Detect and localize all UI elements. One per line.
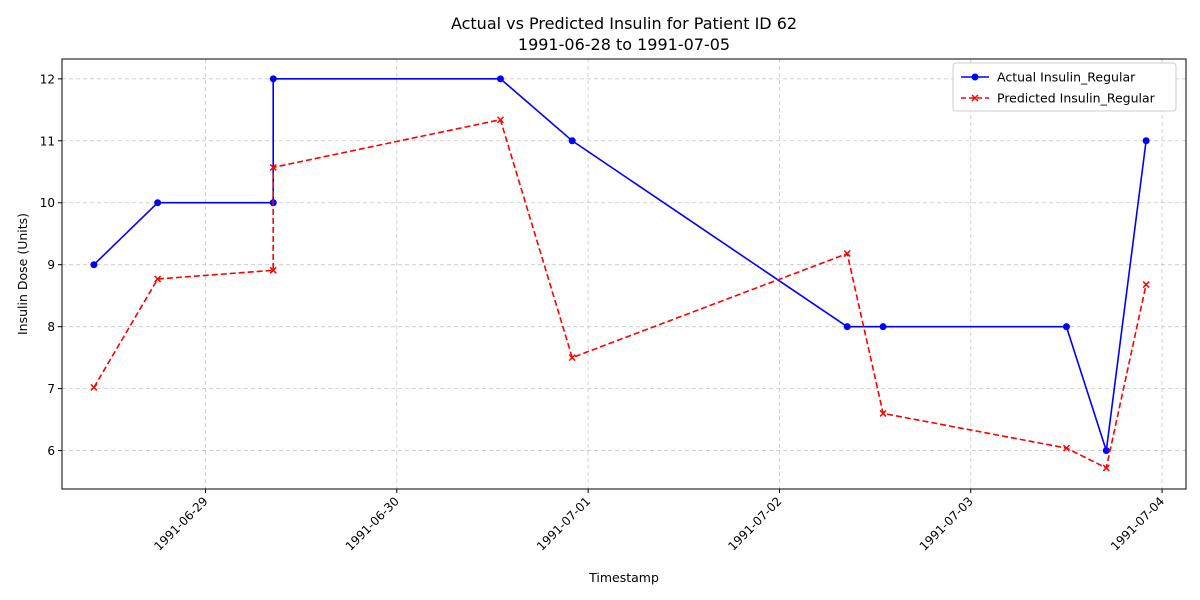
predicted-point: [154, 275, 162, 283]
actual-point: [568, 137, 576, 145]
plot-frame: [61, 58, 1187, 490]
x-axis-label: Timestamp: [588, 570, 659, 585]
y-tick-label: 12: [40, 72, 55, 86]
chart-title: Actual vs Predicted Insulin for Patient …: [451, 14, 797, 33]
series-layer: [90, 75, 1150, 472]
actual-point: [843, 323, 851, 331]
predicted-point: [496, 116, 504, 124]
x-tick-label: 1991-07-04: [1108, 494, 1167, 553]
predicted-point: [568, 354, 576, 362]
y-tick-label: 9: [47, 258, 55, 272]
actual-point: [1062, 323, 1070, 331]
actual-point: [154, 199, 162, 207]
x-tick-label: 1991-07-02: [725, 494, 784, 553]
x-tick-label: 1991-06-30: [343, 494, 402, 553]
chart-subtitle: 1991-06-28 to 1991-07-05: [518, 35, 730, 54]
predicted-point: [1142, 281, 1150, 289]
actual-point: [879, 323, 887, 331]
x-tick-label: 1991-07-01: [534, 494, 593, 553]
legend-actual-label: Actual Insulin_Regular: [997, 70, 1136, 85]
gridlines: [62, 59, 1186, 489]
axes: 6 7 8 9 10 11 12 1991-06-29 1991-06-30 1991-07-01…: [40, 72, 1167, 553]
predicted-point: [269, 163, 277, 171]
predicted-point: [1062, 444, 1070, 452]
predicted-point: [843, 250, 851, 258]
actual-point: [1142, 137, 1150, 145]
legend-predicted-marker: [971, 94, 979, 102]
predicted-point: [269, 266, 277, 274]
x-tick-label: 1991-06-29: [151, 494, 210, 553]
actual-point: [496, 75, 504, 83]
actual-point: [269, 75, 277, 83]
predicted-series-line: [93, 118, 1147, 470]
legend: Actual Insulin_Regular Predicted Insulin…: [952, 62, 1177, 112]
legend-actual-marker: [971, 73, 979, 81]
legend-box: [952, 62, 1177, 112]
actual-point: [90, 261, 98, 269]
actual-point: [1102, 447, 1110, 455]
predicted-point: [90, 383, 98, 391]
predicted-point: [879, 409, 887, 417]
legend-predicted-label: Predicted Insulin_Regular: [997, 91, 1156, 106]
y-axis-label: Insulin Dose (Units): [15, 213, 30, 335]
y-tick-label: 10: [40, 196, 55, 210]
y-tick-label: 7: [47, 382, 55, 396]
x-tick-label: 1991-07-03: [917, 494, 976, 553]
y-tick-label: 8: [47, 320, 55, 334]
y-tick-label: 11: [40, 134, 55, 148]
predicted-point: [1102, 464, 1110, 472]
y-tick-label: 6: [47, 444, 55, 458]
